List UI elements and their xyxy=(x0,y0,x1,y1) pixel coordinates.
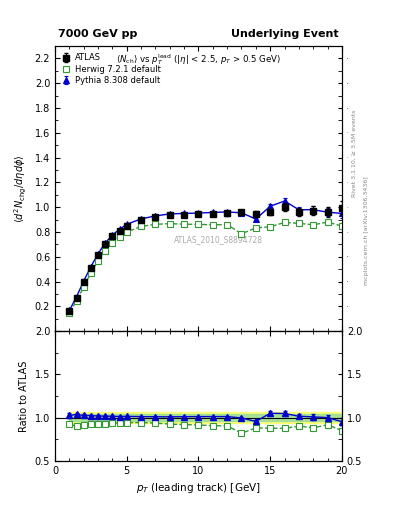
Text: $\langle N_\mathrm{ch}\rangle$ vs $p_T^\mathrm{lead}$ ($|\eta|$ < 2.5, $p_T$ > 0: $\langle N_\mathrm{ch}\rangle$ vs $p_T^\… xyxy=(116,52,281,67)
Herwig 7.2.1 default xyxy=(67,310,72,316)
Y-axis label: Ratio to ATLAS: Ratio to ATLAS xyxy=(19,360,29,432)
Y-axis label: $\langle d^2 N_\mathrm{chg}/d\eta d\phi \rangle$: $\langle d^2 N_\mathrm{chg}/d\eta d\phi … xyxy=(13,154,29,223)
Herwig 7.2.1 default xyxy=(125,229,129,235)
Herwig 7.2.1 default xyxy=(268,224,273,230)
Herwig 7.2.1 default xyxy=(74,298,79,304)
Herwig 7.2.1 default xyxy=(117,234,122,240)
Text: Rivet 3.1.10, ≥ 3.5M events: Rivet 3.1.10, ≥ 3.5M events xyxy=(352,110,357,197)
Herwig 7.2.1 default xyxy=(325,219,330,225)
Herwig 7.2.1 default xyxy=(103,247,108,253)
Herwig 7.2.1 default xyxy=(311,222,316,228)
Herwig 7.2.1 default xyxy=(340,223,344,229)
Text: Underlying Event: Underlying Event xyxy=(231,29,339,39)
Herwig 7.2.1 default xyxy=(282,220,287,226)
Herwig 7.2.1 default xyxy=(153,221,158,227)
Herwig 7.2.1 default xyxy=(182,221,187,227)
Text: mcplots.cern.ch [arXiv:1306.3436]: mcplots.cern.ch [arXiv:1306.3436] xyxy=(364,176,369,285)
Text: 7000 GeV pp: 7000 GeV pp xyxy=(58,29,137,39)
Herwig 7.2.1 default xyxy=(81,284,86,290)
Herwig 7.2.1 default xyxy=(297,220,301,226)
X-axis label: $p_T$ (leading track) [GeV]: $p_T$ (leading track) [GeV] xyxy=(136,481,261,495)
Herwig 7.2.1 default xyxy=(196,221,201,227)
Line: Herwig 7.2.1 default: Herwig 7.2.1 default xyxy=(66,219,345,315)
Legend: ATLAS, Herwig 7.2.1 default, Pythia 8.308 default: ATLAS, Herwig 7.2.1 default, Pythia 8.30… xyxy=(58,52,163,87)
Herwig 7.2.1 default xyxy=(225,222,230,228)
Herwig 7.2.1 default xyxy=(253,225,258,231)
Text: ATLAS_2010_S8894728: ATLAS_2010_S8894728 xyxy=(174,236,263,244)
Herwig 7.2.1 default xyxy=(88,270,93,276)
Herwig 7.2.1 default xyxy=(167,221,172,227)
Herwig 7.2.1 default xyxy=(139,223,143,229)
Herwig 7.2.1 default xyxy=(239,231,244,237)
Herwig 7.2.1 default xyxy=(110,240,115,246)
Herwig 7.2.1 default xyxy=(96,258,101,264)
Herwig 7.2.1 default xyxy=(211,222,215,228)
